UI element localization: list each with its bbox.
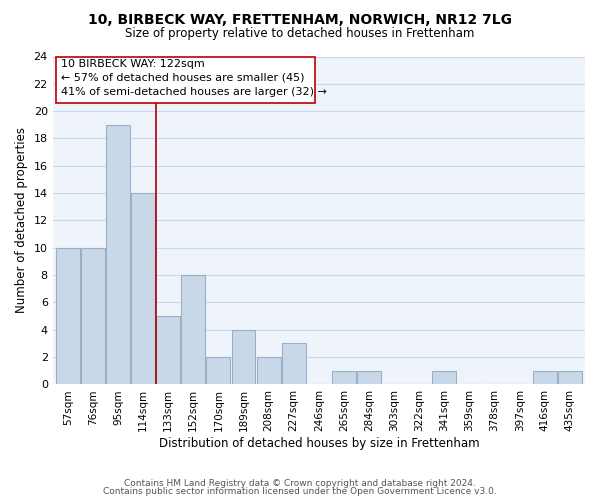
Bar <box>433 371 457 384</box>
Bar <box>558 371 582 384</box>
Bar <box>257 357 281 384</box>
Bar <box>106 125 130 384</box>
Bar <box>156 316 180 384</box>
Bar <box>282 344 305 384</box>
Bar <box>56 56 315 103</box>
Bar <box>232 330 256 384</box>
Text: Size of property relative to detached houses in Frettenham: Size of property relative to detached ho… <box>125 28 475 40</box>
Text: Contains public sector information licensed under the Open Government Licence v3: Contains public sector information licen… <box>103 487 497 496</box>
Bar <box>81 248 105 384</box>
Text: Contains HM Land Registry data © Crown copyright and database right 2024.: Contains HM Land Registry data © Crown c… <box>124 478 476 488</box>
Text: 10 BIRBECK WAY: 122sqm: 10 BIRBECK WAY: 122sqm <box>61 58 205 68</box>
Bar <box>206 357 230 384</box>
Bar <box>332 371 356 384</box>
X-axis label: Distribution of detached houses by size in Frettenham: Distribution of detached houses by size … <box>158 437 479 450</box>
Bar <box>533 371 557 384</box>
Text: 41% of semi-detached houses are larger (32) →: 41% of semi-detached houses are larger (… <box>61 86 328 97</box>
Bar <box>131 193 155 384</box>
Text: ← 57% of detached houses are smaller (45): ← 57% of detached houses are smaller (45… <box>61 73 305 83</box>
Bar <box>56 248 80 384</box>
Bar <box>181 275 205 384</box>
Text: 10, BIRBECK WAY, FRETTENHAM, NORWICH, NR12 7LG: 10, BIRBECK WAY, FRETTENHAM, NORWICH, NR… <box>88 12 512 26</box>
Bar <box>357 371 381 384</box>
Y-axis label: Number of detached properties: Number of detached properties <box>15 128 28 314</box>
